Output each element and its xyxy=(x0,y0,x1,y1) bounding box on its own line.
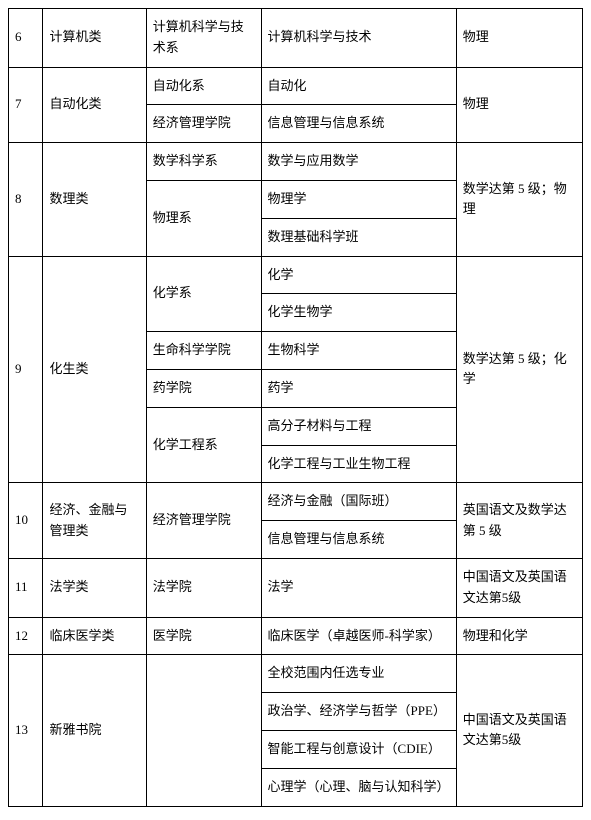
cell-major: 化学工程与工业生物工程 xyxy=(261,445,456,483)
cell-department: 化学系 xyxy=(146,256,261,332)
cell-num: 11 xyxy=(9,558,43,617)
cell-major: 化学 xyxy=(261,256,456,294)
cell-department: 自动化系 xyxy=(146,67,261,105)
cell-major: 法学 xyxy=(261,558,456,617)
cell-requirement: 物理 xyxy=(456,9,582,68)
table-body: 6 计算机类 计算机科学与技术系 计算机科学与技术 物理 7 自动化类 自动化系… xyxy=(9,9,583,807)
cell-requirement: 中国语文及英国语文达第5级 xyxy=(456,655,582,806)
cell-requirement: 数学达第 5 级；化学 xyxy=(456,256,582,483)
cell-department: 生命科学学院 xyxy=(146,332,261,370)
cell-major: 高分子材料与工程 xyxy=(261,407,456,445)
cell-department: 物理系 xyxy=(146,180,261,256)
table-row: 10 经济、金融与管理类 经济管理学院 经济与金融（国际班） 英国语文及数学达第… xyxy=(9,483,583,521)
cell-category: 数理类 xyxy=(43,143,146,256)
cell-major: 数学与应用数学 xyxy=(261,143,456,181)
table-row: 8 数理类 数学科学系 数学与应用数学 数学达第 5 级；物理 xyxy=(9,143,583,181)
table-row: 9 化生类 化学系 化学 数学达第 5 级；化学 xyxy=(9,256,583,294)
cell-department: 计算机科学与技术系 xyxy=(146,9,261,68)
cell-num: 9 xyxy=(9,256,43,483)
cell-requirement: 物理 xyxy=(456,67,582,143)
cell-department: 药学院 xyxy=(146,369,261,407)
cell-category: 计算机类 xyxy=(43,9,146,68)
table-row: 11 法学类 法学院 法学 中国语文及英国语文达第5级 xyxy=(9,558,583,617)
cell-major: 经济与金融（国际班） xyxy=(261,483,456,521)
cell-category: 自动化类 xyxy=(43,67,146,143)
table-row: 13 新雅书院 全校范围内任选专业 中国语文及英国语文达第5级 xyxy=(9,655,583,693)
cell-num: 13 xyxy=(9,655,43,806)
table-row: 6 计算机类 计算机科学与技术系 计算机科学与技术 物理 xyxy=(9,9,583,68)
cell-major: 化学生物学 xyxy=(261,294,456,332)
cell-major: 物理学 xyxy=(261,180,456,218)
cell-num: 10 xyxy=(9,483,43,559)
table-row: 7 自动化类 自动化系 自动化 物理 xyxy=(9,67,583,105)
cell-category: 新雅书院 xyxy=(43,655,146,806)
cell-num: 8 xyxy=(9,143,43,256)
cell-major: 药学 xyxy=(261,369,456,407)
cell-requirement: 中国语文及英国语文达第5级 xyxy=(456,558,582,617)
cell-department: 医学院 xyxy=(146,617,261,655)
cell-department: 数学科学系 xyxy=(146,143,261,181)
cell-department: 法学院 xyxy=(146,558,261,617)
cell-major: 数理基础科学班 xyxy=(261,218,456,256)
major-table: 6 计算机类 计算机科学与技术系 计算机科学与技术 物理 7 自动化类 自动化系… xyxy=(8,8,583,807)
cell-major: 计算机科学与技术 xyxy=(261,9,456,68)
cell-category: 临床医学类 xyxy=(43,617,146,655)
cell-major: 信息管理与信息系统 xyxy=(261,521,456,559)
cell-num: 6 xyxy=(9,9,43,68)
cell-major: 智能工程与创意设计（CDIE） xyxy=(261,730,456,768)
cell-num: 12 xyxy=(9,617,43,655)
cell-major: 心理学（心理、脑与认知科学） xyxy=(261,768,456,806)
cell-major: 临床医学（卓越医师-科学家） xyxy=(261,617,456,655)
cell-major: 全校范围内任选专业 xyxy=(261,655,456,693)
cell-category: 法学类 xyxy=(43,558,146,617)
cell-requirement: 物理和化学 xyxy=(456,617,582,655)
table-row: 12 临床医学类 医学院 临床医学（卓越医师-科学家） 物理和化学 xyxy=(9,617,583,655)
cell-department xyxy=(146,655,261,806)
cell-major: 信息管理与信息系统 xyxy=(261,105,456,143)
cell-category: 经济、金融与管理类 xyxy=(43,483,146,559)
cell-department: 经济管理学院 xyxy=(146,483,261,559)
cell-category: 化生类 xyxy=(43,256,146,483)
cell-requirement: 英国语文及数学达第 5 级 xyxy=(456,483,582,559)
cell-department: 化学工程系 xyxy=(146,407,261,483)
cell-department: 经济管理学院 xyxy=(146,105,261,143)
cell-major: 自动化 xyxy=(261,67,456,105)
cell-major: 政治学、经济学与哲学（PPE） xyxy=(261,693,456,731)
cell-major: 生物科学 xyxy=(261,332,456,370)
cell-num: 7 xyxy=(9,67,43,143)
cell-requirement: 数学达第 5 级；物理 xyxy=(456,143,582,256)
